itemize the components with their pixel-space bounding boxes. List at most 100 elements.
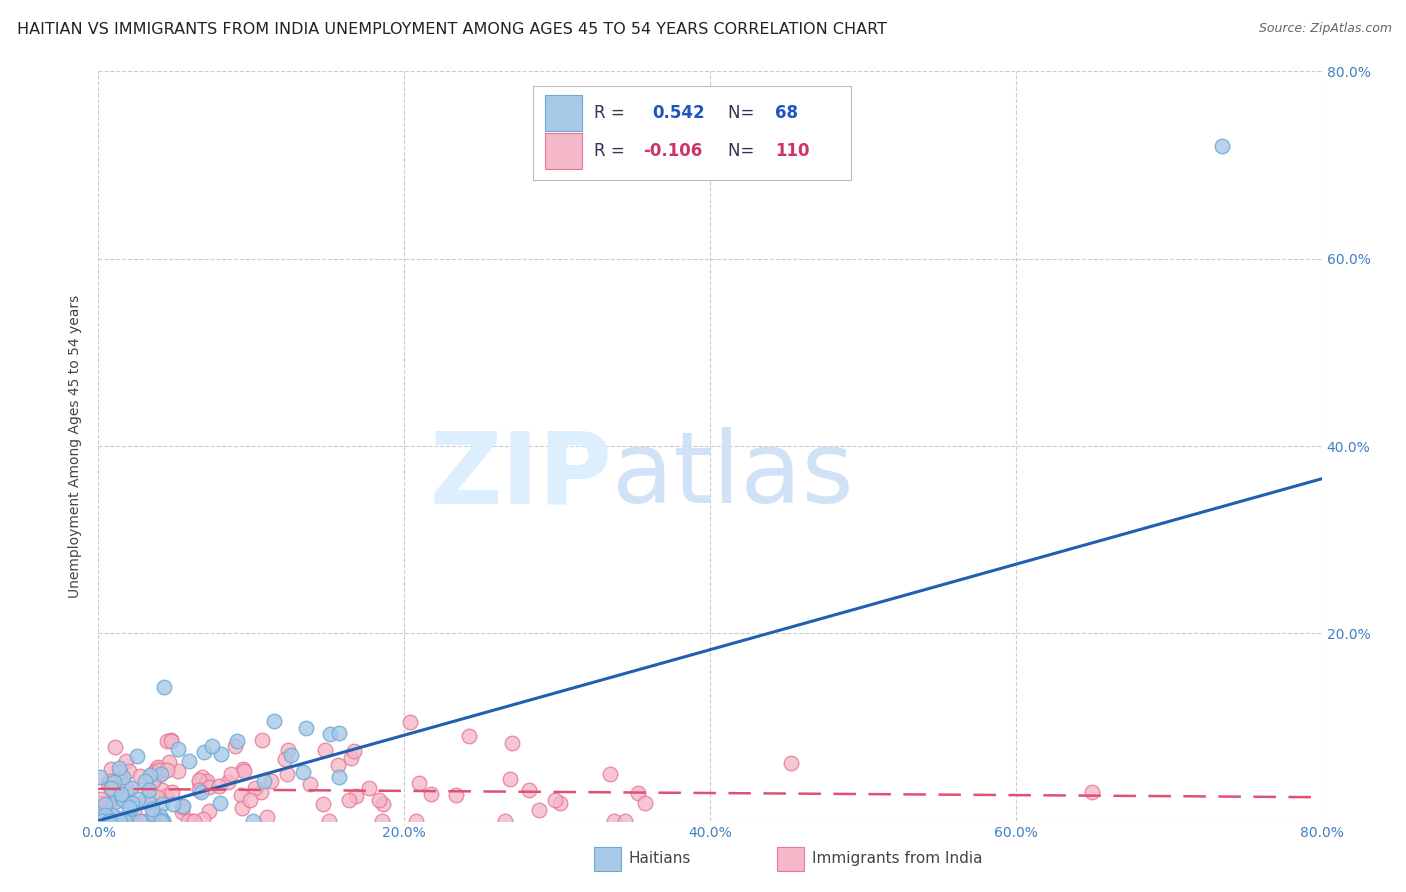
Point [501, 736, 523, 750]
Point [114, 778, 136, 792]
Point [121, 814, 143, 828]
Point [121, 796, 143, 810]
Point [319, 727, 342, 741]
Point [177, 754, 200, 768]
Point [231, 800, 253, 814]
Point [166, 741, 188, 756]
Point [343, 744, 366, 758]
Point [152, 814, 174, 828]
Point [627, 786, 650, 800]
Point [108, 814, 131, 828]
Point [112, 770, 135, 784]
Text: Source: ZipAtlas.com: Source: ZipAtlas.com [1258, 22, 1392, 36]
Point [181, 814, 204, 828]
Point [91, 814, 114, 828]
Point [243, 781, 266, 796]
Point [148, 763, 170, 777]
Point [633, 796, 655, 810]
Point [208, 779, 231, 793]
Text: ZIP: ZIP [429, 427, 612, 524]
Point [129, 814, 152, 828]
Point [252, 774, 274, 789]
Point [127, 792, 149, 806]
Point [107, 811, 129, 825]
Text: 0.542: 0.542 [652, 104, 706, 122]
Text: HAITIAN VS IMMIGRANTS FROM INDIA UNEMPLOYMENT AMONG AGES 45 TO 54 YEARS CORRELAT: HAITIAN VS IMMIGRANTS FROM INDIA UNEMPLO… [17, 22, 887, 37]
Point [201, 739, 224, 753]
Point [149, 814, 172, 828]
Point [131, 814, 153, 828]
Point [155, 789, 177, 804]
FancyBboxPatch shape [593, 847, 620, 871]
Point [328, 726, 350, 740]
Point [312, 797, 335, 811]
Point [141, 802, 163, 816]
Point [90, 814, 112, 828]
Point [294, 722, 316, 736]
Point [112, 814, 135, 828]
Point [111, 814, 134, 828]
Point [339, 750, 361, 764]
Point [146, 761, 169, 775]
Point [172, 800, 194, 814]
Point [115, 754, 138, 768]
Point [108, 761, 131, 775]
Point [292, 765, 315, 780]
Point [517, 782, 540, 797]
Point [274, 752, 297, 766]
Point [277, 743, 299, 757]
Point [96, 814, 118, 828]
Point [94, 797, 117, 811]
Point [224, 739, 246, 754]
Point [370, 814, 392, 828]
Point [191, 770, 214, 784]
Point [90, 791, 112, 805]
Text: R =: R = [593, 142, 630, 160]
Point [94, 809, 117, 823]
Point [193, 745, 215, 759]
Point [162, 797, 184, 812]
Point [100, 782, 122, 797]
Point [94, 807, 117, 822]
Point [195, 774, 218, 789]
Point [276, 766, 298, 780]
Point [103, 775, 125, 789]
Point [239, 793, 262, 807]
Point [263, 714, 285, 728]
Point [98, 774, 121, 789]
Point [371, 797, 394, 812]
Point [103, 814, 125, 828]
Point [156, 734, 179, 748]
Point [134, 794, 156, 808]
Point [328, 758, 350, 772]
Point [250, 785, 273, 799]
Point [344, 789, 367, 803]
Point [89, 770, 111, 784]
Point [90, 814, 112, 828]
Point [97, 814, 120, 828]
Point [603, 814, 626, 828]
Text: -0.106: -0.106 [643, 142, 702, 160]
Point [162, 785, 184, 799]
Point [156, 763, 179, 777]
Point [458, 729, 481, 743]
Point [149, 809, 172, 823]
Point [97, 776, 120, 790]
Point [250, 733, 273, 747]
Point [104, 795, 127, 809]
Point [183, 814, 205, 828]
Point [217, 775, 239, 789]
Point [108, 814, 131, 828]
Point [190, 785, 212, 799]
Point [112, 814, 135, 828]
FancyBboxPatch shape [533, 87, 851, 180]
Point [242, 814, 264, 828]
Point [118, 802, 141, 816]
Point [104, 740, 127, 755]
Point [357, 780, 380, 795]
Point [134, 773, 156, 788]
Point [118, 800, 141, 814]
Point [157, 756, 180, 770]
Point [177, 814, 200, 828]
Point [100, 762, 122, 776]
